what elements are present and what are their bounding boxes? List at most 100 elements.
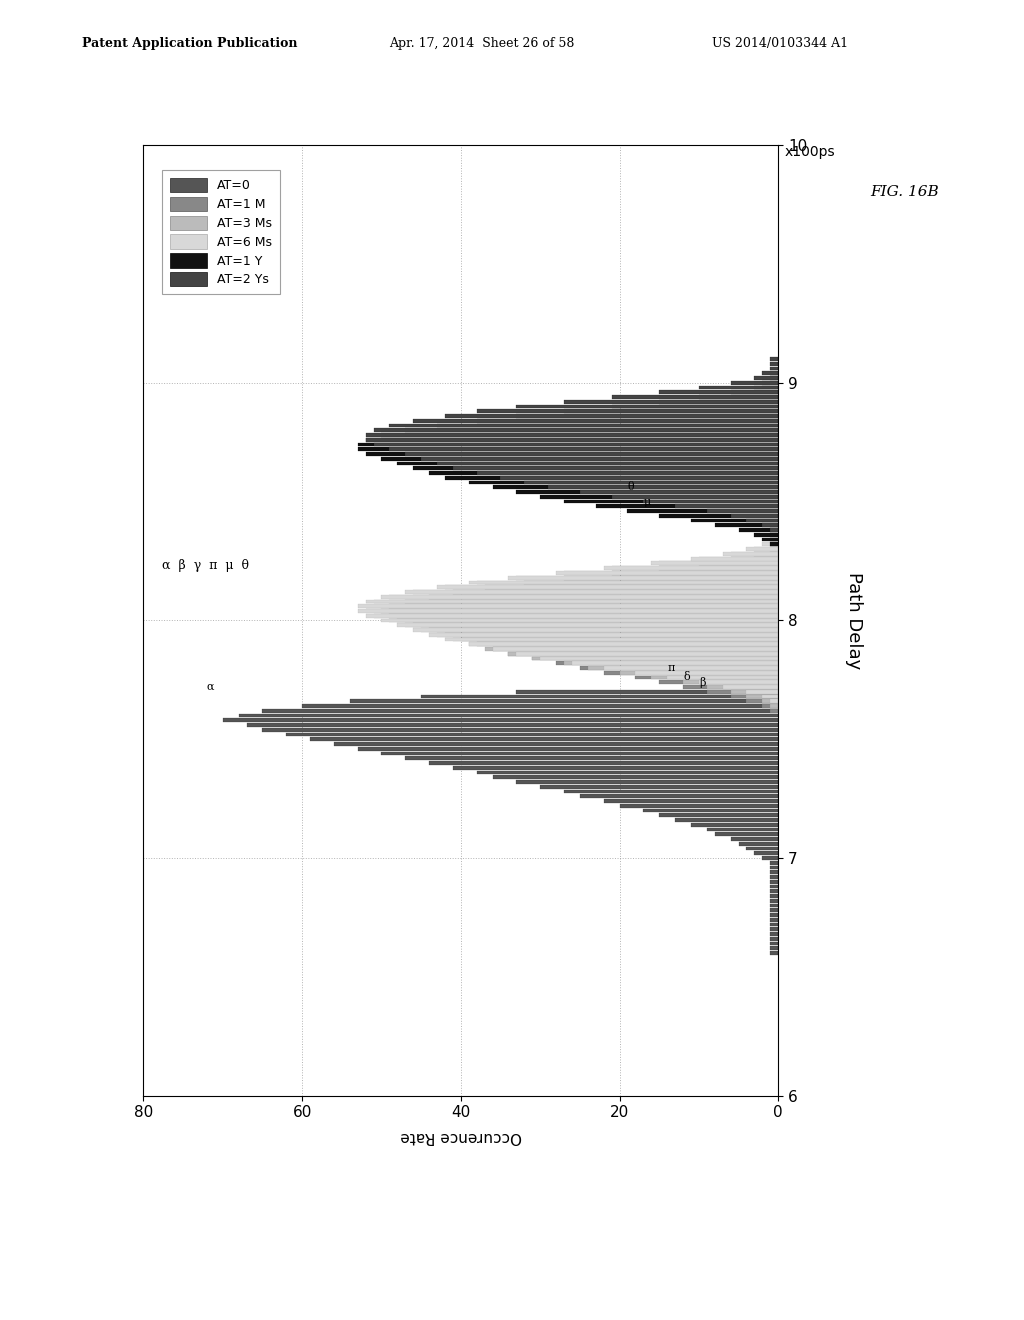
Bar xyxy=(770,923,778,927)
Bar xyxy=(770,894,778,898)
Bar xyxy=(493,647,778,651)
Bar xyxy=(707,690,778,693)
Bar xyxy=(770,543,778,546)
Bar xyxy=(366,453,778,455)
Bar xyxy=(437,585,778,589)
Bar xyxy=(477,409,778,413)
Bar xyxy=(564,409,778,413)
Bar xyxy=(429,762,778,764)
Bar xyxy=(374,599,778,603)
Bar xyxy=(366,609,778,612)
Bar xyxy=(524,480,778,484)
Bar xyxy=(668,676,778,680)
Bar xyxy=(770,367,778,371)
Bar xyxy=(421,628,778,632)
Bar xyxy=(541,495,778,499)
Bar xyxy=(723,685,778,689)
Bar xyxy=(469,480,778,484)
Bar xyxy=(453,766,778,770)
Bar xyxy=(651,676,778,680)
Bar xyxy=(477,643,778,645)
Text: Apr. 17, 2014  Sheet 26 of 58: Apr. 17, 2014 Sheet 26 of 58 xyxy=(389,37,574,50)
Bar xyxy=(302,704,778,708)
Bar xyxy=(755,851,778,855)
Bar xyxy=(604,799,778,803)
Bar xyxy=(477,581,778,585)
Bar xyxy=(659,680,778,684)
Bar xyxy=(731,552,778,556)
Bar xyxy=(444,638,778,642)
Bar xyxy=(461,638,778,642)
Bar xyxy=(469,643,778,645)
Bar xyxy=(659,391,778,395)
Bar xyxy=(746,694,778,698)
Bar xyxy=(770,548,778,550)
Bar xyxy=(604,566,778,570)
Bar xyxy=(571,661,778,665)
Bar xyxy=(731,381,778,384)
Bar xyxy=(508,652,778,656)
Bar xyxy=(770,704,778,708)
Bar xyxy=(770,543,778,546)
Bar xyxy=(381,751,778,755)
Bar xyxy=(501,477,778,479)
Bar xyxy=(698,557,778,561)
Bar xyxy=(437,462,778,466)
Bar xyxy=(406,599,778,603)
Bar xyxy=(770,700,778,704)
Bar xyxy=(389,424,778,428)
Bar xyxy=(223,718,778,722)
Y-axis label: Path Delay: Path Delay xyxy=(845,572,863,669)
Bar xyxy=(414,418,778,422)
Bar xyxy=(493,486,778,490)
Bar xyxy=(770,537,778,541)
Bar xyxy=(691,519,778,523)
Text: x100ps: x100ps xyxy=(784,145,836,160)
Bar xyxy=(683,680,778,684)
Bar xyxy=(770,937,778,941)
Bar xyxy=(532,656,778,660)
Text: α  β  γ  π  μ  θ: α β γ π μ θ xyxy=(163,558,250,572)
Bar xyxy=(532,656,778,660)
Text: β: β xyxy=(698,677,706,688)
Bar xyxy=(381,595,778,598)
Bar xyxy=(762,704,778,708)
Bar xyxy=(635,671,778,675)
Bar xyxy=(755,376,778,380)
Bar xyxy=(262,709,778,713)
Bar xyxy=(406,756,778,760)
Bar xyxy=(770,899,778,903)
Bar xyxy=(580,795,778,799)
Bar xyxy=(683,685,778,689)
Bar xyxy=(698,385,778,389)
Bar xyxy=(524,581,778,585)
Bar xyxy=(516,780,778,784)
Bar xyxy=(762,537,778,541)
Bar xyxy=(516,490,778,494)
Bar xyxy=(604,671,778,675)
Bar xyxy=(508,652,778,656)
Bar xyxy=(493,775,778,779)
Bar xyxy=(770,537,778,541)
Bar xyxy=(611,572,778,574)
Legend: AT=0, AT=1 M, AT=3 Ms, AT=6 Ms, AT=1 Y, AT=2 Ys: AT=0, AT=1 M, AT=3 Ms, AT=6 Ms, AT=1 Y, … xyxy=(163,170,280,294)
Bar xyxy=(484,585,778,589)
Bar xyxy=(762,381,778,384)
Bar xyxy=(762,524,778,527)
Bar xyxy=(770,875,778,879)
Bar xyxy=(247,723,778,727)
Bar xyxy=(444,477,778,479)
Text: δ: δ xyxy=(683,672,689,682)
Bar xyxy=(715,524,778,527)
Bar xyxy=(477,418,778,422)
Bar xyxy=(588,667,778,669)
Bar xyxy=(564,572,778,574)
Bar xyxy=(381,457,778,461)
Bar xyxy=(675,504,778,508)
Bar xyxy=(738,842,778,846)
Bar xyxy=(564,789,778,793)
Bar xyxy=(556,661,778,665)
Bar xyxy=(239,714,778,717)
Text: Patent Application Publication: Patent Application Publication xyxy=(82,37,297,50)
Bar xyxy=(389,619,778,622)
